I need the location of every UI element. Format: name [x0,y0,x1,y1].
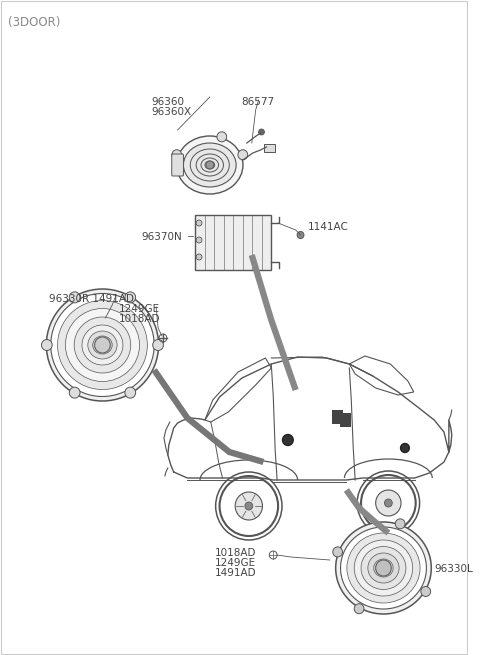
Ellipse shape [88,331,117,359]
Ellipse shape [82,325,123,365]
Ellipse shape [374,559,393,577]
Ellipse shape [361,546,406,590]
Circle shape [95,337,110,353]
Circle shape [235,492,263,520]
Text: 96360X: 96360X [151,107,192,117]
Circle shape [238,150,248,160]
FancyBboxPatch shape [339,413,351,427]
Text: 1018AD: 1018AD [119,314,160,324]
Ellipse shape [336,522,432,614]
Circle shape [283,434,293,445]
Ellipse shape [51,293,154,396]
Circle shape [196,254,202,260]
Text: 1141AC: 1141AC [307,222,348,232]
Circle shape [216,472,282,540]
Circle shape [396,519,405,529]
Circle shape [69,387,80,398]
Circle shape [217,132,227,142]
Text: 96370N: 96370N [142,232,182,242]
Circle shape [69,292,80,303]
Text: 1249GE: 1249GE [215,558,256,568]
Ellipse shape [368,553,399,583]
Circle shape [206,161,214,169]
Circle shape [196,220,202,226]
Ellipse shape [183,143,236,187]
Circle shape [297,231,304,238]
Circle shape [354,604,364,614]
Circle shape [384,499,392,507]
Text: 96330R 1491AD: 96330R 1491AD [49,294,134,304]
Text: 96330L: 96330L [434,564,473,574]
Circle shape [153,339,164,350]
Text: 96360: 96360 [151,97,184,107]
Circle shape [125,387,136,398]
Ellipse shape [58,301,147,390]
FancyBboxPatch shape [195,215,271,270]
Circle shape [41,339,52,350]
FancyBboxPatch shape [332,410,344,424]
Text: 1491AD: 1491AD [215,568,256,578]
Circle shape [357,471,420,535]
Text: 86577: 86577 [241,97,274,107]
Circle shape [376,490,401,516]
Circle shape [196,237,202,243]
Circle shape [376,560,391,576]
Circle shape [125,292,136,303]
Text: (3DOOR): (3DOOR) [8,16,60,29]
Ellipse shape [177,136,243,194]
FancyBboxPatch shape [264,143,275,151]
Circle shape [333,547,343,557]
Ellipse shape [74,317,131,373]
Ellipse shape [47,289,158,401]
FancyBboxPatch shape [172,154,183,176]
Ellipse shape [347,533,420,603]
Circle shape [400,443,409,453]
Circle shape [245,502,253,510]
Ellipse shape [340,527,426,609]
Text: 1249GE: 1249GE [119,304,160,314]
Circle shape [172,150,181,160]
Ellipse shape [93,336,112,354]
Ellipse shape [354,540,413,596]
Text: 1018AD: 1018AD [215,548,256,558]
Ellipse shape [65,309,140,381]
Circle shape [259,129,264,135]
Circle shape [421,586,431,597]
